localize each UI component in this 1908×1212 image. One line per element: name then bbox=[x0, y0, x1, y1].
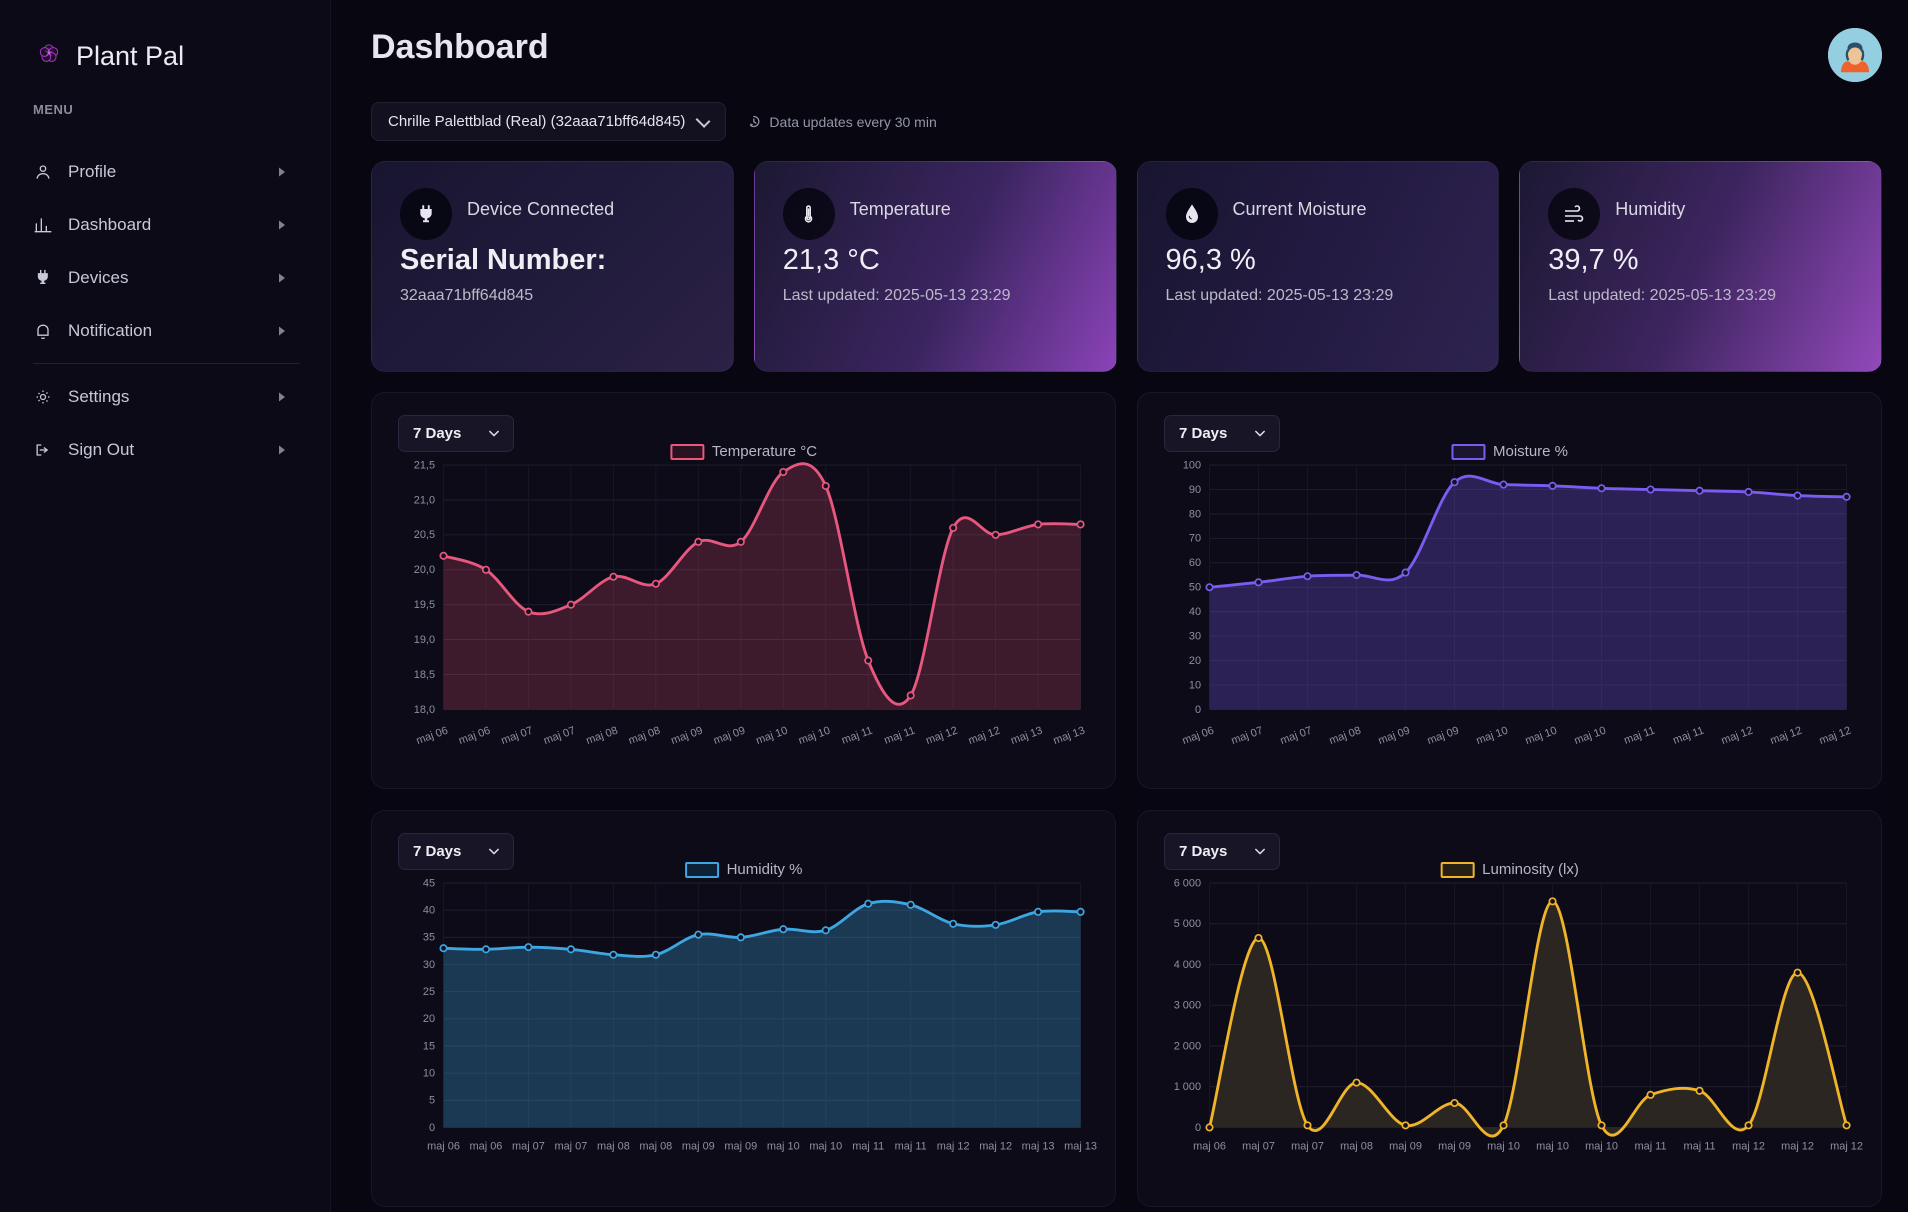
svg-text:80: 80 bbox=[1189, 508, 1201, 520]
svg-text:maj 12: maj 12 bbox=[1830, 1140, 1863, 1152]
svg-text:19,5: 19,5 bbox=[414, 599, 435, 611]
svg-text:maj 11: maj 11 bbox=[1635, 1140, 1667, 1152]
svg-text:18,0: 18,0 bbox=[414, 704, 435, 716]
svg-text:maj 12: maj 12 bbox=[967, 725, 1002, 748]
svg-text:maj 09: maj 09 bbox=[1389, 1140, 1422, 1152]
svg-text:maj 07: maj 07 bbox=[1291, 1140, 1324, 1152]
svg-text:4 000: 4 000 bbox=[1174, 959, 1201, 971]
svg-text:20,5: 20,5 bbox=[414, 529, 435, 541]
svg-text:45: 45 bbox=[423, 877, 435, 889]
svg-text:0: 0 bbox=[429, 1122, 435, 1134]
svg-text:maj 10: maj 10 bbox=[754, 725, 789, 748]
svg-text:1 000: 1 000 bbox=[1174, 1081, 1201, 1093]
svg-text:maj 08: maj 08 bbox=[585, 725, 620, 748]
svg-text:maj 08: maj 08 bbox=[597, 1140, 630, 1152]
svg-text:maj 11: maj 11 bbox=[852, 1140, 884, 1152]
svg-text:maj 11: maj 11 bbox=[883, 725, 917, 747]
svg-text:maj 07: maj 07 bbox=[554, 1140, 587, 1152]
svg-text:maj 06: maj 06 bbox=[470, 1140, 503, 1152]
svg-text:21,0: 21,0 bbox=[414, 494, 435, 506]
svg-text:maj 12: maj 12 bbox=[979, 1140, 1012, 1152]
svg-text:maj 07: maj 07 bbox=[500, 725, 535, 748]
svg-text:maj 12: maj 12 bbox=[937, 1140, 970, 1152]
svg-text:maj 13: maj 13 bbox=[1064, 1140, 1097, 1152]
svg-text:maj 08: maj 08 bbox=[639, 1140, 672, 1152]
svg-text:40: 40 bbox=[1189, 606, 1201, 618]
svg-text:5 000: 5 000 bbox=[1174, 918, 1201, 930]
svg-text:maj 09: maj 09 bbox=[682, 1140, 715, 1152]
svg-text:20,0: 20,0 bbox=[414, 564, 435, 576]
svg-text:maj 07: maj 07 bbox=[1242, 1140, 1275, 1152]
svg-text:maj 12: maj 12 bbox=[1781, 1140, 1814, 1152]
svg-text:2 000: 2 000 bbox=[1174, 1040, 1201, 1052]
svg-text:21,5: 21,5 bbox=[414, 459, 435, 471]
svg-text:10: 10 bbox=[423, 1067, 435, 1079]
svg-text:15: 15 bbox=[423, 1040, 435, 1052]
svg-text:25: 25 bbox=[423, 986, 435, 998]
svg-text:6 000: 6 000 bbox=[1174, 877, 1201, 889]
svg-text:maj 09: maj 09 bbox=[724, 1140, 757, 1152]
svg-text:maj 06: maj 06 bbox=[1193, 1140, 1226, 1152]
svg-text:50: 50 bbox=[1189, 582, 1201, 594]
svg-text:60: 60 bbox=[1189, 557, 1201, 569]
svg-text:maj 06: maj 06 bbox=[457, 725, 492, 748]
svg-text:maj 13: maj 13 bbox=[1022, 1140, 1055, 1152]
svg-text:100: 100 bbox=[1183, 459, 1201, 471]
svg-text:maj 12: maj 12 bbox=[1818, 725, 1853, 748]
svg-text:maj 13: maj 13 bbox=[1052, 725, 1087, 748]
svg-text:maj 07: maj 07 bbox=[1230, 725, 1265, 748]
svg-text:maj 08: maj 08 bbox=[627, 725, 662, 748]
svg-text:maj 11: maj 11 bbox=[1671, 725, 1705, 747]
svg-text:maj 10: maj 10 bbox=[1524, 725, 1559, 748]
svg-text:90: 90 bbox=[1189, 484, 1201, 496]
svg-text:maj 06: maj 06 bbox=[427, 1140, 460, 1152]
svg-text:20: 20 bbox=[423, 1013, 435, 1025]
svg-text:maj 09: maj 09 bbox=[712, 725, 747, 748]
svg-text:3 000: 3 000 bbox=[1174, 1000, 1201, 1012]
svg-text:maj 10: maj 10 bbox=[809, 1140, 842, 1152]
svg-text:0: 0 bbox=[1195, 704, 1201, 716]
svg-text:maj 13: maj 13 bbox=[1009, 725, 1044, 748]
svg-text:maj 08: maj 08 bbox=[1328, 725, 1363, 748]
svg-text:40: 40 bbox=[423, 905, 435, 917]
svg-text:30: 30 bbox=[423, 959, 435, 971]
svg-text:maj 10: maj 10 bbox=[767, 1140, 800, 1152]
svg-text:maj 12: maj 12 bbox=[1732, 1140, 1765, 1152]
svg-text:35: 35 bbox=[423, 932, 435, 944]
svg-text:maj 09: maj 09 bbox=[1426, 725, 1461, 748]
svg-text:maj 12: maj 12 bbox=[924, 725, 959, 748]
svg-text:maj 11: maj 11 bbox=[1684, 1140, 1716, 1152]
svg-text:maj 07: maj 07 bbox=[542, 725, 577, 748]
svg-text:maj 11: maj 11 bbox=[840, 725, 874, 747]
svg-text:maj 11: maj 11 bbox=[895, 1140, 927, 1152]
svg-text:maj 10: maj 10 bbox=[1585, 1140, 1618, 1152]
svg-text:maj 10: maj 10 bbox=[1573, 725, 1608, 748]
svg-text:10: 10 bbox=[1189, 679, 1201, 691]
svg-text:maj 12: maj 12 bbox=[1769, 725, 1804, 748]
svg-text:maj 09: maj 09 bbox=[1377, 725, 1412, 748]
svg-text:maj 08: maj 08 bbox=[1340, 1140, 1373, 1152]
svg-text:maj 07: maj 07 bbox=[1279, 725, 1314, 748]
svg-text:70: 70 bbox=[1189, 533, 1201, 545]
svg-text:18,5: 18,5 bbox=[414, 669, 435, 681]
svg-text:19,0: 19,0 bbox=[414, 634, 435, 646]
svg-text:maj 09: maj 09 bbox=[669, 725, 704, 748]
svg-text:maj 10: maj 10 bbox=[1475, 725, 1510, 748]
svg-text:maj 07: maj 07 bbox=[512, 1140, 545, 1152]
svg-text:0: 0 bbox=[1195, 1122, 1201, 1134]
svg-text:30: 30 bbox=[1189, 630, 1201, 642]
svg-text:maj 11: maj 11 bbox=[1622, 725, 1656, 747]
svg-text:maj 10: maj 10 bbox=[1487, 1140, 1520, 1152]
svg-text:maj 12: maj 12 bbox=[1720, 725, 1755, 748]
svg-text:20: 20 bbox=[1189, 655, 1201, 667]
svg-text:maj 06: maj 06 bbox=[1181, 725, 1216, 748]
svg-text:maj 10: maj 10 bbox=[797, 725, 832, 748]
svg-text:maj 06: maj 06 bbox=[415, 725, 450, 748]
svg-text:5: 5 bbox=[429, 1095, 435, 1107]
svg-text:maj 09: maj 09 bbox=[1438, 1140, 1471, 1152]
svg-text:maj 10: maj 10 bbox=[1536, 1140, 1569, 1152]
